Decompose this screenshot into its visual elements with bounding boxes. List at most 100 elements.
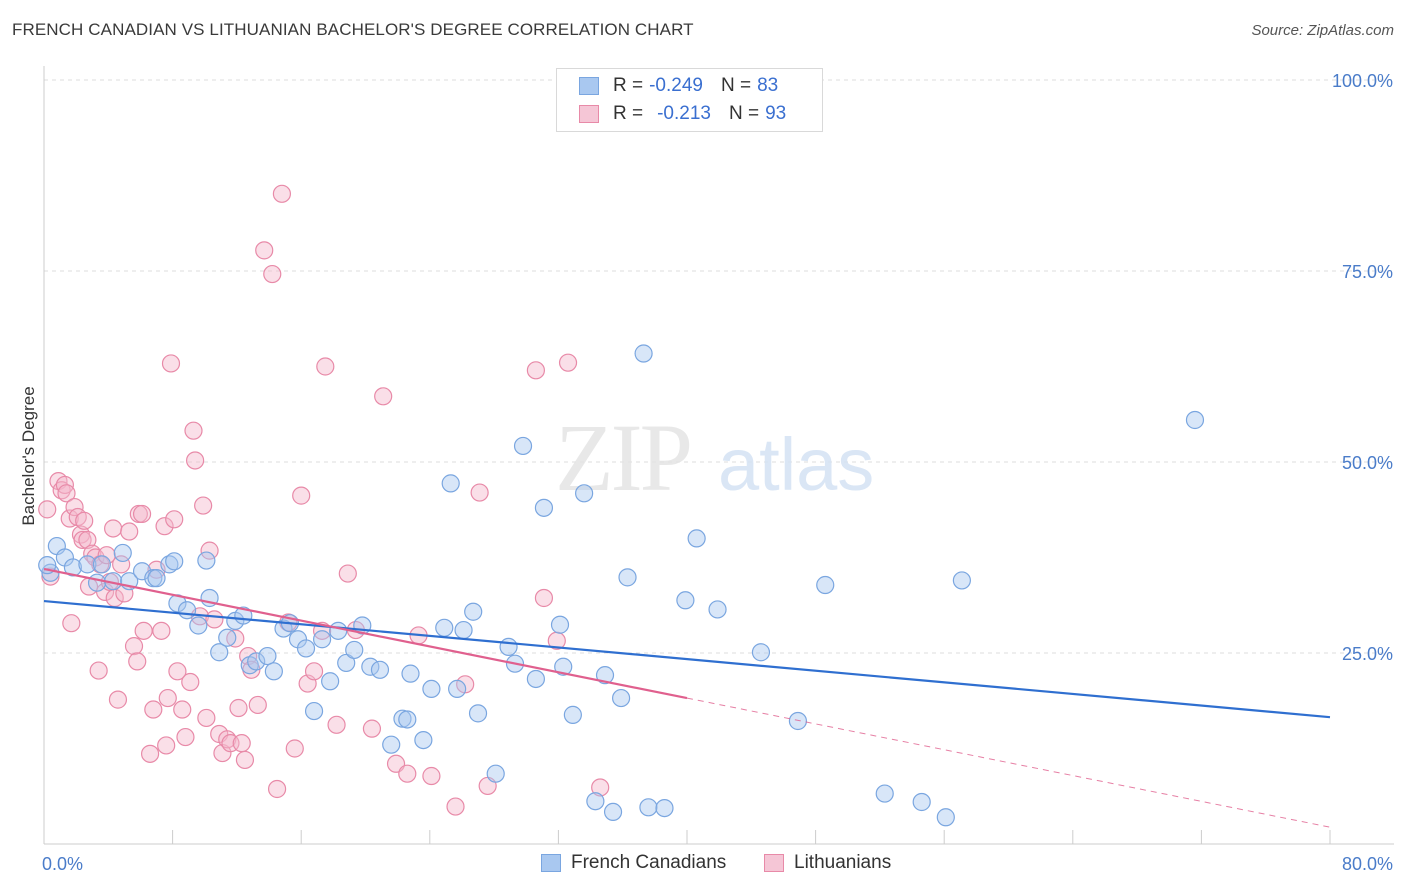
- french-canadians-point: [296, 639, 316, 658]
- french-canadians-point: [513, 436, 533, 456]
- french-canadians-point: [189, 616, 208, 635]
- lithuanians-point: [200, 541, 219, 560]
- legend-n-label: N =: [728, 103, 760, 124]
- french-canadians-point: [370, 660, 390, 679]
- legend-swatch-pink: [579, 105, 599, 123]
- french-canadians-point: [337, 653, 356, 673]
- tick-labels: 25.0% 50.0% 75.0% 100.0% 0.0% 80.0%: [42, 71, 1393, 874]
- french-canadians-point: [422, 679, 441, 699]
- french-canadians-point: [952, 571, 971, 590]
- lithuanians-point: [41, 567, 60, 586]
- lithuanians-point: [57, 484, 76, 503]
- lithuanians-point: [124, 637, 144, 656]
- french-canadians-point: [321, 672, 340, 691]
- lithuanians-points: [38, 184, 610, 816]
- lithuanians-point: [155, 517, 174, 536]
- lithuanians-point: [140, 744, 160, 763]
- lithuanians-point: [267, 779, 287, 799]
- french-canadians-point: [454, 620, 473, 640]
- lithuanians-point: [591, 778, 610, 797]
- lithuanians-point: [62, 614, 81, 633]
- lithuanians-point: [132, 504, 152, 524]
- french-canadians-point: [788, 711, 808, 731]
- lithuanians-point: [194, 496, 213, 515]
- french-canadians-point: [708, 600, 727, 619]
- french-canadians-point: [345, 640, 364, 660]
- lithuanians-point: [157, 736, 176, 755]
- lithuanians-point: [112, 555, 131, 574]
- french-canadians-point: [595, 666, 615, 685]
- lithuanians-point: [97, 546, 116, 565]
- lithuanians-point: [292, 486, 311, 505]
- legend-r-label: R =: [613, 75, 644, 96]
- french-canadians-point: [113, 543, 132, 563]
- series-legend: French Canadians Lithuanians: [0, 852, 1406, 878]
- french-canadians-point: [575, 484, 594, 503]
- lithuanians-point: [75, 511, 94, 530]
- trend-line: [43, 567, 688, 700]
- french-canadians-point: [401, 664, 420, 683]
- french-canadians-point: [816, 575, 835, 595]
- legend-r-label: R =: [613, 103, 644, 124]
- lithuanians-point: [161, 354, 181, 373]
- legend-r-value: -0.213: [657, 103, 711, 124]
- french-canadians-point: [499, 637, 518, 656]
- watermark-zip: ZIP: [555, 404, 690, 511]
- french-canadians-point: [586, 792, 605, 811]
- french-canadians-point: [393, 709, 412, 728]
- y-axis-label: Bachelor's Degree: [19, 386, 38, 525]
- lithuanians-point: [184, 421, 203, 440]
- y-tick-label: 100.0%: [1332, 71, 1393, 91]
- lithuanians-point: [186, 451, 205, 470]
- french-canadians-point: [448, 679, 467, 699]
- watermark-atlas: atlas: [718, 423, 874, 506]
- french-canadians-point: [210, 643, 229, 662]
- source-label: Source: ZipAtlas.com: [1251, 22, 1394, 39]
- lithuanians-point: [470, 483, 489, 502]
- french-canadians-point: [611, 688, 631, 708]
- lithuanians-point: [197, 708, 216, 728]
- lithuanians-point: [526, 361, 545, 380]
- legend-row-lithuanians: R = -0.213 N = 93: [579, 101, 786, 127]
- lithuanians-point: [362, 719, 382, 738]
- french-canadians-point: [165, 552, 184, 571]
- lithuanians-point: [144, 700, 163, 719]
- french-canadians-point: [464, 602, 483, 621]
- lithuanians-point: [272, 184, 292, 203]
- legend-label-lithuanians: Lithuanians: [794, 852, 892, 873]
- lithuanians-point: [446, 797, 465, 816]
- legend-swatch-blue: [579, 77, 599, 95]
- french-canadians-point: [414, 730, 433, 750]
- correlation-legend: R = -0.249 N = 83 R = -0.213 N = 93: [556, 68, 823, 132]
- french-canadians-point: [398, 710, 417, 729]
- french-canadians-point: [63, 558, 83, 577]
- lithuanians-point: [255, 241, 274, 260]
- lithuanians-point: [229, 698, 248, 718]
- french-canadians-point: [912, 792, 931, 812]
- lithuanians-point: [327, 715, 346, 734]
- french-canadians-point: [751, 643, 771, 662]
- watermark: ZIP atlas: [555, 404, 874, 511]
- lithuanians-point: [128, 652, 147, 671]
- french-canadians-point: [132, 562, 152, 581]
- french-canadians-point: [1185, 410, 1205, 430]
- french-canadians-point: [563, 705, 582, 724]
- lithuanians-point: [52, 481, 71, 500]
- french-canadians-point: [177, 601, 197, 620]
- legend-label-french-canadians: French Canadians: [571, 852, 727, 873]
- legend-item-french-canadians: French Canadians: [541, 852, 726, 874]
- lithuanians-point: [181, 672, 200, 692]
- legend-swatch-pink: [764, 854, 784, 872]
- chart-title: FRENCH CANADIAN VS LITHUANIAN BACHELOR'S…: [12, 20, 694, 39]
- y-tick-label: 25.0%: [1342, 644, 1393, 664]
- lithuanians-point: [165, 510, 184, 529]
- french-canadians-point: [312, 630, 332, 649]
- legend-n-value: 93: [765, 103, 787, 124]
- french-canadians-point: [92, 555, 111, 574]
- lithuanians-point: [304, 662, 324, 681]
- french-canadians-point: [247, 652, 266, 671]
- legend-r-value: -0.249: [649, 75, 703, 96]
- french-canadians-point: [603, 802, 623, 822]
- french-canadians-point: [875, 784, 894, 803]
- french-canadians-point: [486, 764, 505, 783]
